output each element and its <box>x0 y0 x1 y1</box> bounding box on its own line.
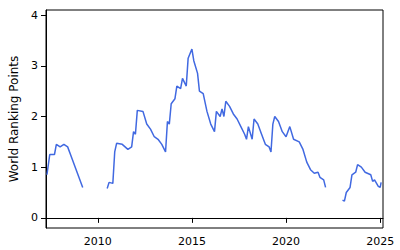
svg-text:2: 2 <box>31 110 38 123</box>
svg-text:2015: 2015 <box>178 235 206 248</box>
svg-text:2010: 2010 <box>84 235 112 248</box>
svg-text:0: 0 <box>31 211 38 224</box>
svg-text:2020: 2020 <box>272 235 300 248</box>
svg-text:1: 1 <box>31 161 38 174</box>
svg-text:2025: 2025 <box>366 235 394 248</box>
svg-text:3: 3 <box>31 59 38 72</box>
svg-text:4: 4 <box>31 9 38 22</box>
svg-text:World Ranking Points: World Ranking Points <box>7 56 21 183</box>
